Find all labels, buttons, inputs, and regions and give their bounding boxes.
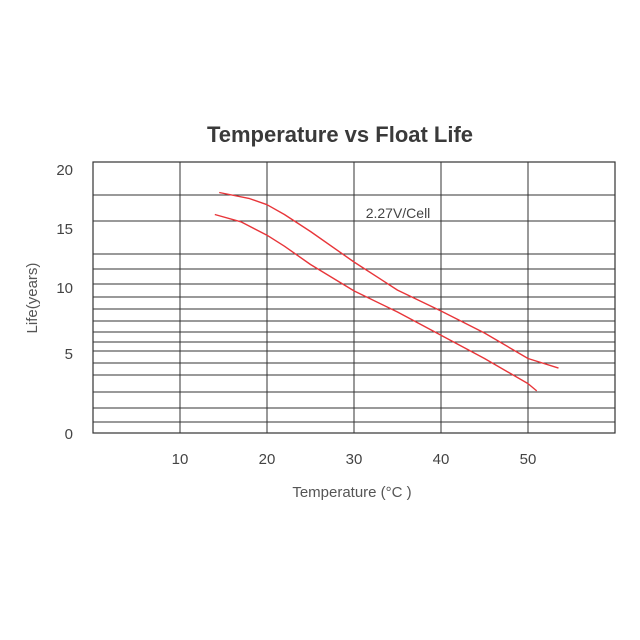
x-tick-label: 40 [433,451,450,468]
y-tick-label: 10 [56,280,73,297]
x-tick-label: 10 [172,451,189,468]
x-tick-labels: 10 20 30 40 50 [172,451,537,468]
y-tick-label: 15 [56,221,73,238]
y-axis-label: Life(years) [24,263,41,334]
y-tick-label: 5 [65,346,73,363]
series-line-2 [214,213,538,392]
plot-frame [92,161,616,434]
series-layer [214,191,559,392]
x-axis-label: Temperature (°C ) [292,484,411,501]
chart-title: Temperature vs Float Life [207,122,473,147]
y-tick-labels: 20 15 10 5 0 [56,162,73,443]
y-tick-label: 20 [56,162,73,179]
grid [93,162,615,433]
series-line-1 [219,191,559,369]
x-tick-label: 30 [346,451,363,468]
x-tick-label: 50 [520,451,537,468]
annotation-label: 2.27V/Cell [366,205,431,221]
x-tick-label: 20 [259,451,276,468]
y-tick-label: 0 [65,426,73,443]
